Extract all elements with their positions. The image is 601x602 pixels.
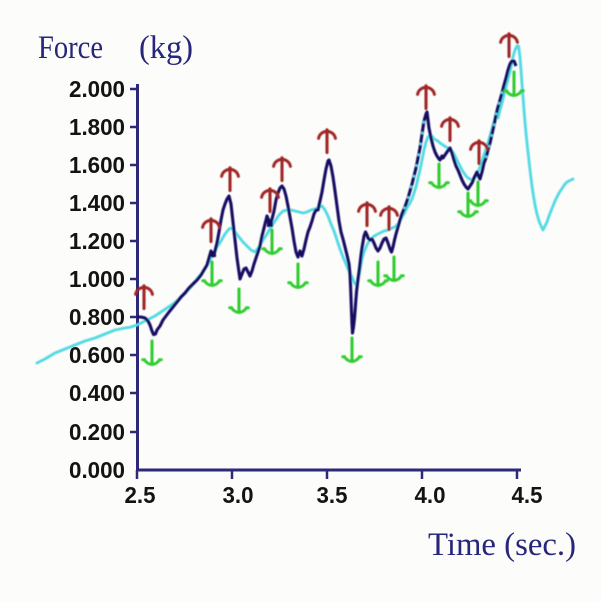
svg-text:1.000: 1.000 bbox=[69, 266, 125, 292]
svg-text:0.200: 0.200 bbox=[69, 419, 125, 445]
svg-text:Time (sec.): Time (sec.) bbox=[428, 527, 576, 563]
svg-text:0.800: 0.800 bbox=[69, 304, 125, 330]
svg-text:1.800: 1.800 bbox=[69, 114, 125, 140]
svg-text:3.0: 3.0 bbox=[223, 482, 254, 508]
svg-text:4.5: 4.5 bbox=[512, 482, 543, 508]
svg-text:(kg): (kg) bbox=[139, 30, 193, 66]
svg-text:1.200: 1.200 bbox=[69, 228, 125, 254]
svg-text:1.400: 1.400 bbox=[69, 190, 125, 216]
svg-text:2.000: 2.000 bbox=[69, 76, 125, 102]
svg-text:0.400: 0.400 bbox=[69, 380, 125, 406]
svg-text:4.0: 4.0 bbox=[415, 482, 446, 508]
svg-text:Force: Force bbox=[38, 30, 103, 66]
svg-text:2.5: 2.5 bbox=[125, 482, 156, 508]
svg-text:0.000: 0.000 bbox=[69, 457, 125, 483]
svg-text:0.600: 0.600 bbox=[69, 342, 125, 368]
svg-text:1.600: 1.600 bbox=[69, 152, 125, 178]
svg-text:3.5: 3.5 bbox=[317, 482, 348, 508]
